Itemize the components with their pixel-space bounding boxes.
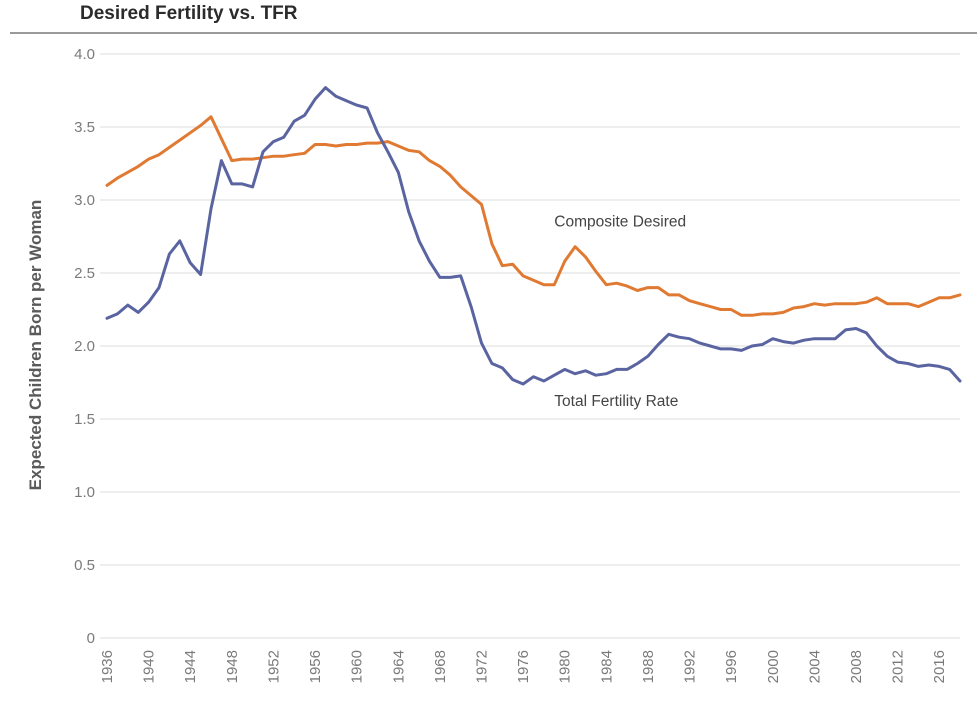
x-tick-label: 1960 [349,650,366,683]
y-tick-label: 3.0 [74,192,95,209]
x-tick-label: 2000 [765,650,782,683]
x-tick-label: 1996 [723,650,740,683]
x-tick-label: 2012 [890,650,907,683]
y-tick-label: 0 [87,630,95,647]
x-tick-label: 1988 [640,650,657,683]
y-tick-label: 2.5 [74,265,95,282]
x-tick-label: 2016 [931,650,948,683]
series-lines [105,86,962,386]
y-tick-label: 0.5 [74,557,95,574]
y-tick-label: 2.0 [74,338,95,355]
y-axis-ticks: 0 0.5 1.0 1.5 2.0 2.5 3.0 3.5 4.0 [74,46,95,647]
grid-lines [100,53,960,639]
x-axis-ticks: 1936 1940 1944 1948 1952 1956 1960 1964 1968 1972… [99,650,948,683]
x-tick-label: 1964 [390,650,407,683]
x-tick-label: 1956 [307,650,324,683]
x-tick-label: 1972 [473,650,490,683]
x-tick-label: 1952 [265,650,282,683]
total-fertility-rate-label: Total Fertility Rate [554,393,678,410]
y-tick-label: 1.0 [74,484,95,501]
x-tick-label: 1944 [182,650,199,683]
x-tick-label: 1984 [598,650,615,683]
total-fertility-rate-line [105,86,962,386]
x-tick-label: 1968 [432,650,449,683]
chart-title: Desired Fertility vs. TFR [80,3,298,24]
x-tick-label: 1980 [557,650,574,683]
y-tick-label: 1.5 [74,411,95,428]
composite-desired-line [105,115,962,317]
series-annotations: Composite Desired Total Fertility Rate [554,213,686,410]
x-tick-label: 1976 [515,650,532,683]
y-axis-label: Expected Children Born per Woman [26,200,45,491]
y-tick-label: 3.5 [74,119,95,136]
composite-desired-label: Composite Desired [554,213,686,230]
x-tick-label: 1948 [224,650,241,683]
x-tick-label: 1936 [99,650,116,683]
x-tick-label: 2004 [806,650,823,683]
x-tick-label: 1940 [141,650,158,683]
x-tick-label: 2008 [848,650,865,683]
y-tick-label: 4.0 [74,46,95,63]
x-tick-label: 1992 [682,650,699,683]
